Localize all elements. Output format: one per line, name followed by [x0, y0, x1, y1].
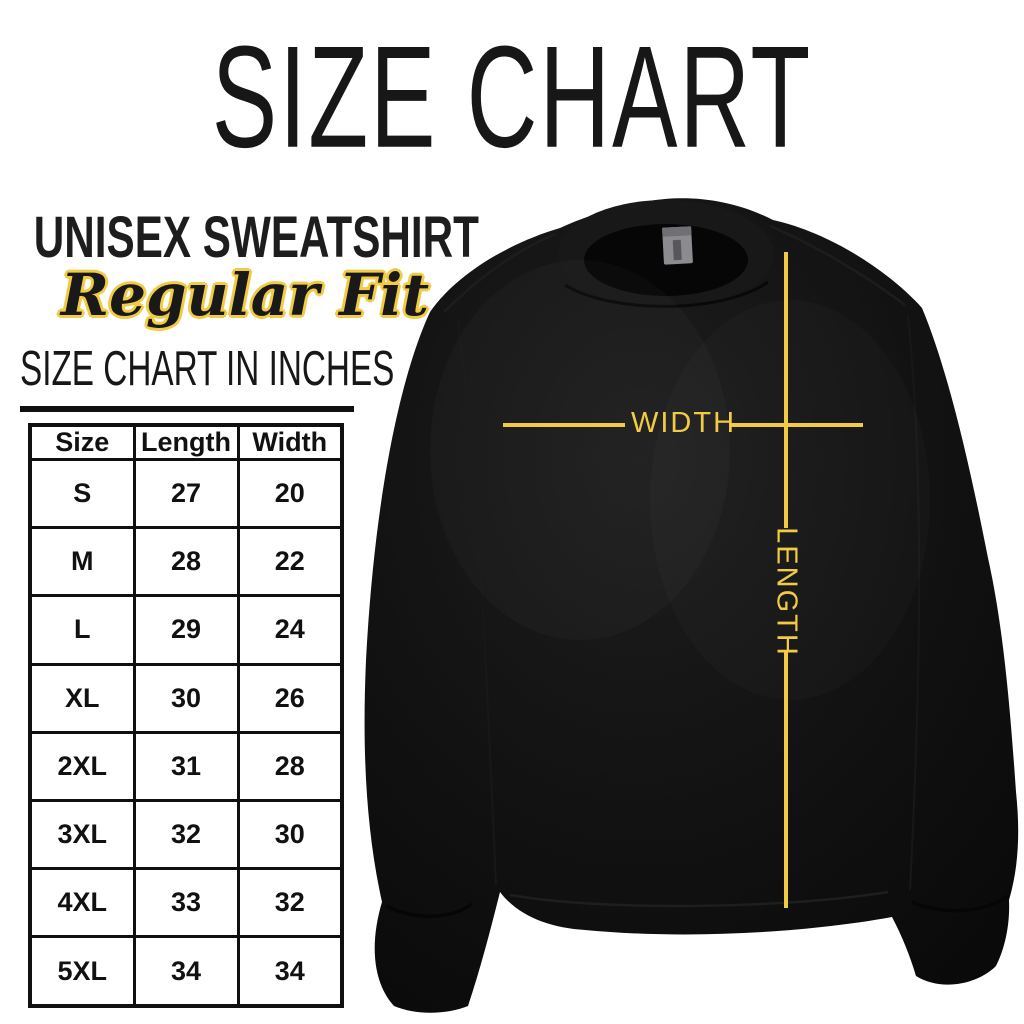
width-label: WIDTH — [631, 407, 737, 439]
table-cell-width: 20 — [236, 457, 344, 530]
table-row: S 27 20 — [28, 457, 344, 530]
table-section-heading-underline: SIZE CHART IN INCHES — [20, 341, 394, 412]
right-sleeve-seam — [907, 314, 921, 891]
table-row: 4XL 33 32 — [28, 867, 344, 939]
width-measurement-line-right — [729, 423, 863, 427]
page-title: SIZE CHART — [211, 16, 813, 179]
right-shoulder-seam — [769, 224, 906, 307]
table-cell-width: 24 — [236, 594, 344, 666]
table-row: XL 30 26 — [28, 662, 344, 734]
table-cell-width: 22 — [236, 526, 344, 598]
fit-style-heading: Regular Fit — [60, 261, 430, 329]
table-cell-width: 34 — [236, 935, 344, 1008]
collar-shadow — [564, 280, 769, 308]
table-row: L 29 24 — [28, 594, 344, 666]
table-cell-size: 5XL — [28, 935, 136, 1008]
table-cell-width: 26 — [236, 662, 344, 734]
table-cell-length: 30 — [132, 662, 240, 734]
table-row: M 28 22 — [28, 526, 344, 598]
table-cell-width: 28 — [236, 730, 344, 802]
table-cell-size: XL — [28, 662, 136, 734]
table-cell-width: 30 — [236, 798, 344, 871]
table-row: 3XL 32 30 — [28, 798, 344, 871]
width-measurement-line-left — [503, 423, 625, 427]
size-table: Size Length Width S 27 20 M 28 22 L 29 24 XL 30 26 2… — [28, 423, 344, 1008]
table-cell-size: 3XL — [28, 798, 136, 871]
product-type-heading: UNISEX SWEATSHIRT — [33, 205, 479, 271]
column-header-width: Width — [236, 423, 344, 461]
table-section-heading: SIZE CHART IN INCHES — [20, 341, 395, 396]
table-cell-length: 31 — [132, 730, 240, 802]
table-cell-length: 28 — [132, 526, 240, 598]
column-header-length: Length — [132, 423, 240, 461]
table-cell-length: 33 — [132, 867, 240, 939]
length-measurement-line-top — [784, 252, 788, 528]
table-cell-length: 34 — [132, 935, 240, 1008]
left-shoulder-seam — [443, 232, 557, 313]
table-cell-size: S — [28, 457, 136, 530]
sweatshirt-illustration — [364, 198, 1019, 1013]
table-row: 2XL 31 28 — [28, 730, 344, 802]
table-cell-width: 32 — [236, 867, 344, 939]
table-cell-length: 29 — [132, 594, 240, 666]
right-cuff-fold — [911, 894, 1009, 913]
table-cell-size: 4XL — [28, 867, 136, 939]
table-cell-length: 27 — [132, 457, 240, 530]
left-cuff-fold — [385, 902, 474, 918]
length-measurement-line-bottom — [784, 652, 788, 908]
table-cell-size: M — [28, 526, 136, 598]
table-header-row: Size Length Width — [28, 423, 344, 461]
sweatshirt-silhouette — [364, 198, 1019, 1013]
column-header-size: Size — [28, 423, 136, 461]
waistband-fold — [509, 890, 889, 908]
brand-tag — [662, 226, 693, 265]
table-cell-length: 32 — [132, 798, 240, 871]
table-row: 5XL 34 34 — [28, 935, 344, 1008]
table-cell-size: L — [28, 594, 136, 666]
table-cell-size: 2XL — [28, 730, 136, 802]
length-label: LENGTH — [770, 527, 803, 657]
left-sleeve-seam — [457, 319, 497, 886]
